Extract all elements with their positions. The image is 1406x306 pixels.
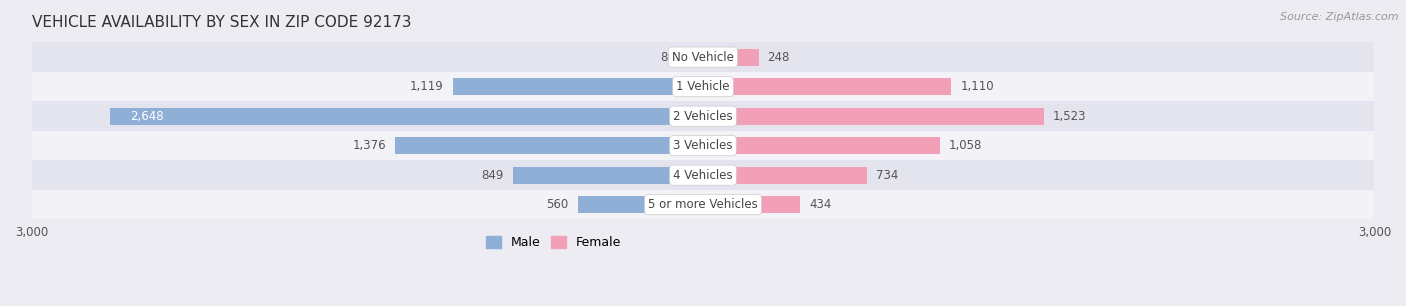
Text: Source: ZipAtlas.com: Source: ZipAtlas.com (1281, 12, 1399, 22)
Bar (111, 108, 703, 125)
Bar (703, 196, 800, 213)
Text: 734: 734 (876, 169, 898, 182)
Text: 1,376: 1,376 (353, 139, 387, 152)
Text: 1,119: 1,119 (411, 80, 444, 93)
Text: 1,058: 1,058 (949, 139, 983, 152)
Bar (513, 167, 703, 184)
Legend: Male, Female: Male, Female (481, 231, 626, 254)
Text: 434: 434 (808, 198, 831, 211)
Bar (31, 42, 1375, 72)
Bar (683, 49, 703, 66)
Bar (703, 167, 868, 184)
Bar (703, 78, 952, 95)
Bar (453, 78, 703, 95)
Text: 248: 248 (768, 50, 790, 64)
Text: 1,110: 1,110 (960, 80, 994, 93)
Text: No Vehicle: No Vehicle (672, 50, 734, 64)
Text: 2,648: 2,648 (131, 110, 165, 123)
Bar (395, 137, 703, 154)
Bar (31, 72, 1375, 101)
Bar (703, 137, 939, 154)
Text: 5 or more Vehicles: 5 or more Vehicles (648, 198, 758, 211)
Text: 4 Vehicles: 4 Vehicles (673, 169, 733, 182)
Text: 560: 560 (547, 198, 568, 211)
Text: 849: 849 (482, 169, 503, 182)
Text: 3 Vehicles: 3 Vehicles (673, 139, 733, 152)
Bar (31, 190, 1375, 219)
Text: 1,523: 1,523 (1053, 110, 1087, 123)
Bar (703, 108, 1043, 125)
Text: VEHICLE AVAILABILITY BY SEX IN ZIP CODE 92173: VEHICLE AVAILABILITY BY SEX IN ZIP CODE … (31, 15, 411, 30)
Text: 2 Vehicles: 2 Vehicles (673, 110, 733, 123)
Text: 86: 86 (659, 50, 675, 64)
Bar (31, 160, 1375, 190)
Bar (31, 101, 1375, 131)
Text: 1 Vehicle: 1 Vehicle (676, 80, 730, 93)
Bar (578, 196, 703, 213)
Bar (31, 131, 1375, 160)
Bar (703, 49, 758, 66)
